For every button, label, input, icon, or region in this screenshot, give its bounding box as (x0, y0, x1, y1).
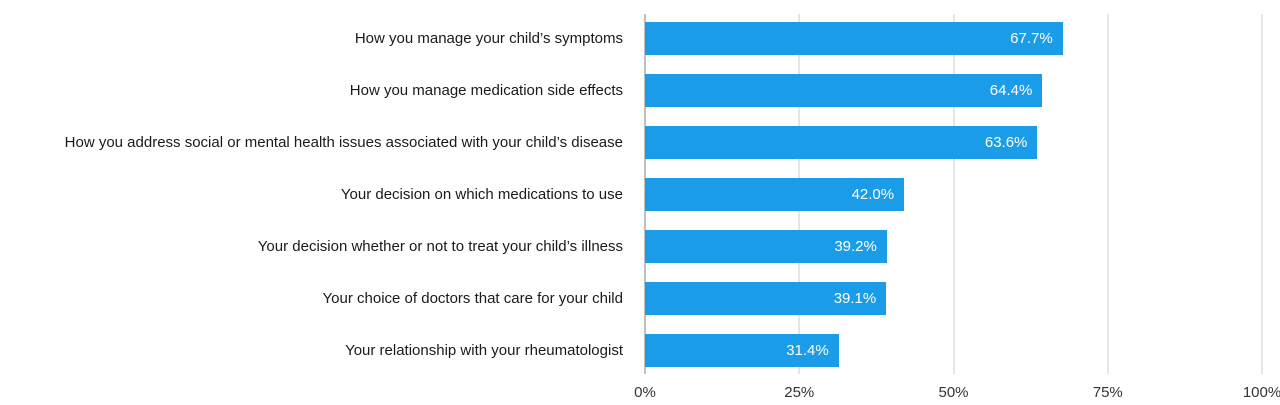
bar-value-label: 42.0% (851, 185, 895, 203)
x-tick-label: 50% (938, 384, 969, 401)
bar-value-label: 31.4% (786, 341, 829, 359)
bar-row: 63.6% (645, 116, 1262, 168)
bar: 67.7% (645, 21, 1063, 55)
bar-row: 31.4% (645, 324, 1262, 376)
bars-container: 67.7% 64.4% 63.6% 42.0% 39.2% 39.1% 31.4% (645, 12, 1262, 376)
bar-row: 39.1% (645, 272, 1262, 324)
bar-value-label: 67.7% (1010, 29, 1053, 47)
x-tick-label: 0% (634, 384, 656, 401)
category-label: Your decision on which medications to us… (340, 185, 623, 203)
category-label: How you manage your child’s symptoms (354, 29, 623, 47)
category-label: Your relationship with your rheumatologi… (345, 341, 623, 359)
category-label: Your decision whether or not to treat yo… (257, 237, 623, 255)
bar-row: 67.7% (645, 12, 1262, 64)
bar-value-label: 64.4% (989, 81, 1033, 99)
bar-value-label: 63.6% (984, 133, 1028, 151)
bar: 42.0% (645, 177, 905, 211)
x-axis: 0% 25% 50% 75% 100% (634, 376, 1280, 404)
bar-value-label: 39.1% (833, 289, 877, 307)
category-label: Your choice of doctors that care for you… (322, 289, 623, 307)
plot-column: 67.7% 64.4% 63.6% 42.0% 39.2% 39.1% 31.4% 0% 25… (634, 12, 1280, 404)
plot-area: 67.7% 64.4% 63.6% 42.0% 39.2% 39.1% 31.4% (644, 12, 1263, 376)
bar: 64.4% (645, 73, 1043, 107)
bar: 39.1% (645, 281, 887, 315)
bar: 31.4% (645, 333, 839, 367)
bar: 39.2% (645, 229, 887, 263)
bar-row: 64.4% (645, 64, 1262, 116)
category-labels-column: How you manage your child’s symptoms How … (0, 12, 645, 404)
x-tick-label: 25% (784, 384, 815, 401)
gridline (1107, 14, 1109, 374)
bar: 63.6% (645, 125, 1038, 159)
x-tick-label: 100% (1242, 384, 1280, 401)
bar-row: 42.0% (645, 168, 1262, 220)
gridline (1261, 14, 1263, 374)
category-label: How you address social or mental health … (64, 133, 623, 151)
chart-grid-area: How you manage your child’s symptoms How … (0, 12, 1280, 404)
x-tick-label: 75% (1092, 384, 1123, 401)
category-label: How you manage medication side effects (349, 81, 623, 99)
bar-value-label: 39.2% (834, 237, 877, 255)
gridline (953, 14, 954, 374)
bar-row: 39.2% (645, 220, 1262, 272)
